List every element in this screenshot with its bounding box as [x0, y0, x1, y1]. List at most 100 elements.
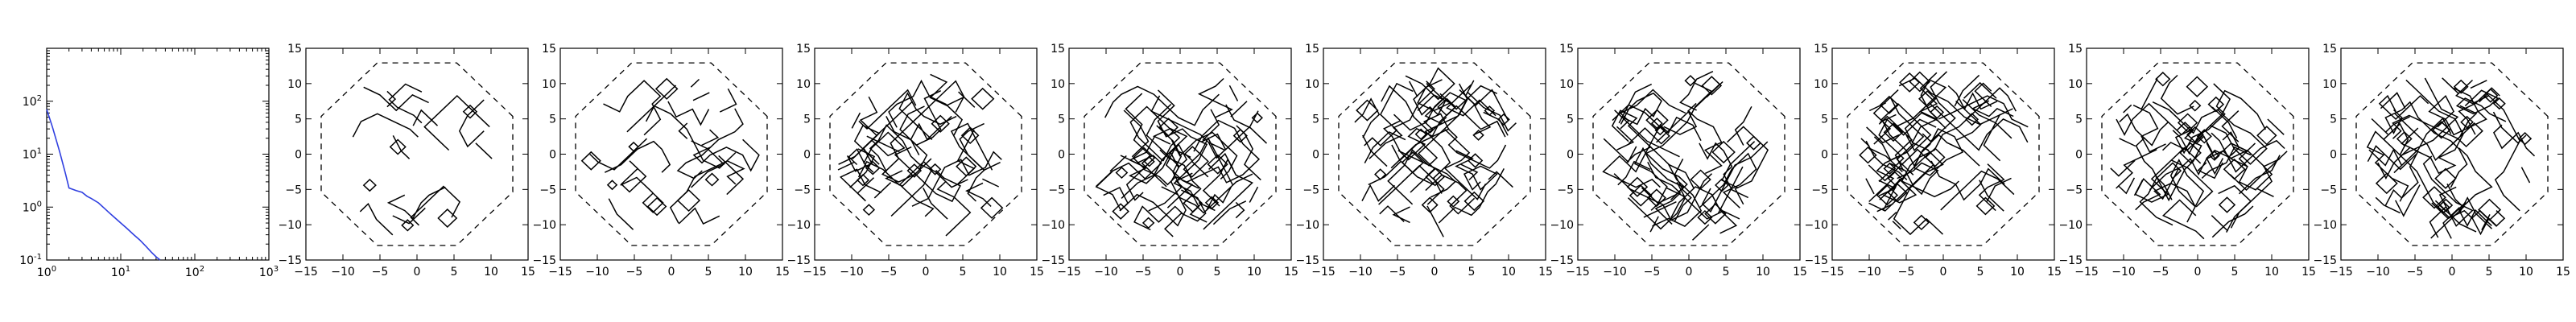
- contour-loop: [1132, 147, 1156, 169]
- contour-line: [1446, 84, 1496, 117]
- y-tick-label: 15: [1305, 43, 1319, 56]
- x-tick-label: −15: [1057, 266, 1081, 279]
- contour-loop: [1497, 113, 1510, 126]
- contour-loop: [1414, 128, 1427, 140]
- contour-line: [692, 138, 760, 172]
- y-tick-label: 0: [1567, 149, 1574, 162]
- x-tick-label: −15: [803, 266, 827, 279]
- contour-line: [958, 91, 976, 108]
- x-tick-label: −15: [1566, 266, 1590, 279]
- contour-line: [2455, 89, 2507, 122]
- y-tick-label: 10: [1559, 78, 1574, 91]
- y-tick-label: 5: [803, 114, 811, 126]
- y-tick-label: 0: [2075, 149, 2083, 162]
- contour-line: [1938, 95, 2029, 128]
- contour-line: [718, 155, 745, 196]
- contour-line: [1633, 147, 1685, 211]
- contour-line: [386, 186, 446, 220]
- x-tick-label: 0: [668, 266, 675, 279]
- contour-loop: [1251, 112, 1263, 124]
- contour-loop: [2256, 126, 2277, 146]
- contour-loop: [1463, 191, 1485, 212]
- contour-loop: [1421, 196, 1439, 213]
- y-tick-label: −15: [2313, 254, 2337, 267]
- contour-loop: [1356, 99, 1379, 122]
- contour-loop: [2483, 88, 2499, 103]
- contour-line: [1109, 155, 1127, 172]
- y-tick-label: 0: [803, 149, 811, 162]
- contour-line: [1721, 141, 1756, 189]
- contour-line: [603, 80, 662, 136]
- contour-line: [1670, 186, 1738, 234]
- contour-line: [2481, 214, 2491, 231]
- contour-line: [678, 122, 688, 139]
- contour-line: [2195, 135, 2213, 153]
- contour-line: [608, 198, 634, 230]
- x-tick-label: 10: [2264, 266, 2279, 279]
- contour-line: [837, 161, 855, 171]
- contour-loop: [1158, 118, 1179, 137]
- y-tick-label: 5: [295, 114, 302, 126]
- y-tick-label: −15: [1041, 254, 1065, 267]
- contour-line: [2470, 80, 2487, 89]
- contour-line: [1121, 127, 1188, 199]
- x-tick-label: 10: [738, 266, 753, 279]
- contour-line: [2201, 146, 2252, 180]
- contour-line: [1930, 160, 2005, 201]
- y-tick-label: −5: [1557, 184, 1574, 196]
- y-tick-label: 0: [1821, 149, 1828, 162]
- contour-line: [1391, 113, 1507, 169]
- y-tick-label: −5: [1302, 184, 1319, 196]
- x-tick-label: 10: [484, 266, 498, 279]
- contour-line: [1393, 83, 1444, 131]
- contour-line: [1613, 173, 1713, 221]
- contour-line: [936, 180, 972, 237]
- contour-line: [1379, 205, 1405, 222]
- x-tick-label: 10: [1247, 266, 1261, 279]
- contour-loop: [628, 141, 639, 152]
- contour-loop: [2432, 121, 2451, 139]
- x-tick-label: 100: [37, 265, 56, 279]
- plot-frame: [1831, 47, 2055, 261]
- contour-loop: [906, 163, 923, 178]
- contour-loop: [2434, 167, 2457, 189]
- contour-line: [1602, 116, 1702, 188]
- contour-line: [1104, 85, 1220, 126]
- contour-loop: [956, 156, 977, 177]
- x-tick-label: 5: [1977, 266, 1984, 279]
- plot-frame: [305, 47, 529, 261]
- contour-line: [2442, 207, 2460, 239]
- y-tick-label: −10: [1041, 219, 1065, 232]
- x-tick-label: −10: [2112, 266, 2136, 279]
- contour-loop: [1207, 154, 1228, 175]
- x-tick-label: 15: [2556, 266, 2570, 279]
- x-tick-label: −10: [1094, 266, 1118, 279]
- contour-line: [1649, 216, 1659, 233]
- contour-line: [1095, 171, 1187, 227]
- y-tick-label: −15: [1295, 254, 1319, 267]
- x-tick-label: −5: [1898, 266, 1915, 279]
- contour-line: [1614, 109, 1680, 158]
- y-tick-label: −15: [1550, 254, 1574, 267]
- contour-line: [2161, 199, 2205, 240]
- x-tick-label: 15: [1030, 266, 1044, 279]
- x-tick-label: 102: [185, 265, 204, 279]
- contour-line: [1893, 148, 1944, 236]
- contour-line: [1129, 105, 1181, 162]
- contour-line: [1643, 201, 1677, 218]
- contour-loop: [2437, 200, 2450, 214]
- contour-line: [1701, 141, 1769, 213]
- x-tick-label: 5: [451, 266, 458, 279]
- contour-line: [1387, 142, 1439, 205]
- contour-loop: [462, 104, 478, 119]
- contour-line: [1170, 131, 1238, 180]
- contour-line: [898, 92, 957, 141]
- contour-line: [1364, 82, 1414, 147]
- contour-loop: [2492, 97, 2506, 110]
- contour-line: [1717, 166, 1744, 214]
- plot-frame: [1577, 47, 1801, 261]
- x-tick-label: 10: [993, 266, 1007, 279]
- y-tick-label: −10: [1295, 219, 1319, 232]
- contour-line: [2119, 138, 2136, 147]
- contour-loop: [437, 208, 458, 228]
